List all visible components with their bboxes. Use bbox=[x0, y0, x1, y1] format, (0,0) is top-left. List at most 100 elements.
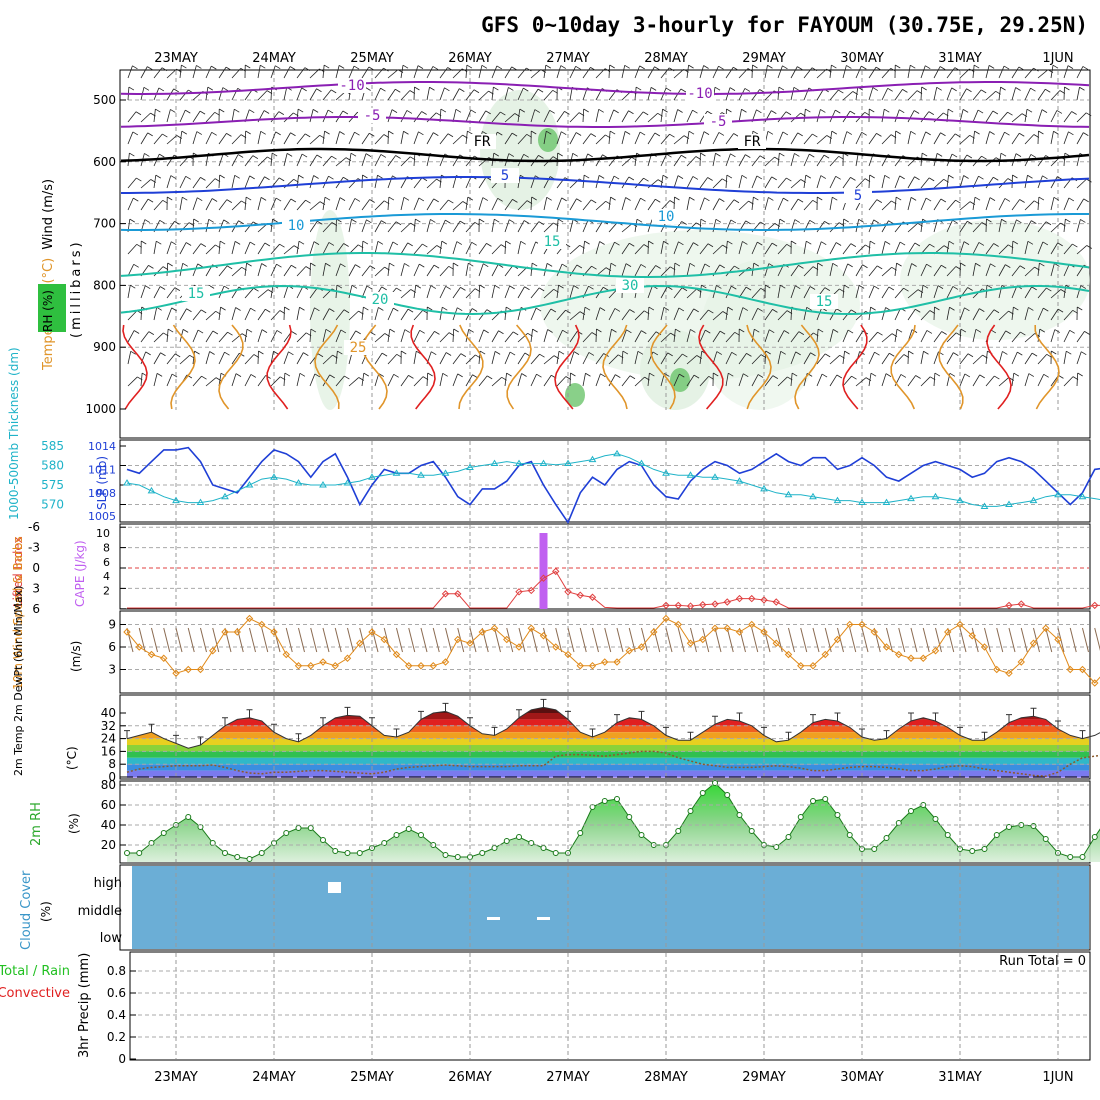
wind-barb-staff bbox=[387, 88, 396, 101]
wind-barb-flag bbox=[445, 352, 452, 356]
wind-barb-staff bbox=[257, 375, 266, 387]
wind-barb-staff bbox=[803, 286, 811, 299]
wind-barb-flag bbox=[380, 154, 387, 158]
temp-minmax-marker bbox=[1006, 714, 1012, 723]
wind-barb-flag bbox=[197, 263, 203, 268]
wind10-marker bbox=[209, 647, 217, 655]
wind-barb-staff bbox=[569, 66, 577, 79]
wind-barb-flag bbox=[355, 264, 361, 268]
wind-barb-flag bbox=[313, 175, 319, 179]
wind-barb-flag bbox=[1071, 111, 1077, 115]
wind-barb-staff bbox=[517, 373, 522, 387]
wind-barb-flag bbox=[596, 328, 602, 333]
wind-barb-staff bbox=[309, 175, 314, 189]
temp-band bbox=[127, 738, 1089, 745]
wind-barb-flag bbox=[497, 131, 503, 136]
wind10-marker bbox=[539, 632, 548, 640]
wind-barb-flag bbox=[132, 65, 138, 70]
wind10-barb bbox=[236, 627, 244, 653]
wind-barb-staff bbox=[387, 197, 390, 211]
wind-barb-flag bbox=[328, 242, 335, 246]
wind-barb-flag bbox=[427, 372, 433, 377]
wind-barb-flag bbox=[133, 330, 140, 334]
contour-label-bg bbox=[338, 78, 366, 93]
wind-barb-flag bbox=[182, 262, 188, 267]
temp-minmax-marker bbox=[393, 728, 400, 737]
wind-barb-flag bbox=[1031, 286, 1037, 291]
wind-barb-flag bbox=[850, 243, 857, 247]
wind-barb-flag bbox=[457, 307, 463, 312]
wind-barb-staff bbox=[348, 153, 352, 167]
wind-barb-staff bbox=[985, 110, 994, 123]
wind-barb-flag bbox=[1057, 308, 1064, 313]
wind-barb-flag bbox=[1005, 264, 1011, 268]
wind-barb-flag bbox=[211, 131, 217, 136]
wind-barb-flag bbox=[888, 220, 894, 225]
wind-barb-staff bbox=[361, 199, 370, 211]
wind-barb-flag bbox=[921, 152, 928, 157]
wind10-marker bbox=[907, 654, 915, 662]
date-label-top: 26MAY bbox=[448, 51, 492, 66]
wind-barb-staff bbox=[751, 329, 755, 343]
wind-barb-flag bbox=[974, 130, 980, 135]
wind-barb-flag bbox=[534, 109, 541, 113]
wind-barb-flag bbox=[278, 177, 285, 182]
temp-minmax-marker bbox=[516, 709, 522, 718]
wind-barb-staff bbox=[166, 373, 173, 387]
wind-barb-flag bbox=[701, 284, 707, 289]
li-marker bbox=[527, 586, 535, 595]
wind10-marker bbox=[919, 654, 927, 662]
wind-barb-staff bbox=[283, 245, 295, 255]
wind-barb-staff bbox=[1024, 286, 1033, 299]
wind-barb-flag bbox=[330, 89, 337, 94]
wind-barb-flag bbox=[498, 330, 504, 335]
wind10-marker bbox=[588, 662, 597, 670]
wind-barb-flag bbox=[497, 197, 503, 202]
wind-barb-staff bbox=[1050, 65, 1054, 79]
wind-barb-flag bbox=[1026, 108, 1033, 113]
li-marker bbox=[539, 574, 548, 582]
wind-barb-flag bbox=[963, 175, 969, 179]
wind-barb-staff bbox=[244, 263, 247, 277]
wind10-barb bbox=[959, 627, 967, 653]
wind-barb-flag bbox=[718, 65, 724, 70]
wind-barb-flag bbox=[200, 309, 207, 314]
wind-barb-staff bbox=[933, 373, 936, 387]
wind-barb-staff bbox=[751, 89, 760, 101]
wind-barb-staff bbox=[751, 241, 758, 255]
wind-barb-staff bbox=[543, 65, 547, 79]
wind-barb-flag bbox=[558, 350, 565, 355]
wind-barb-staff bbox=[686, 110, 693, 123]
wind-barb-flag bbox=[508, 87, 514, 91]
temp-tick: 0 bbox=[108, 770, 116, 784]
wind-barb-staff bbox=[634, 111, 644, 123]
wind-barb-staff bbox=[127, 244, 137, 255]
wind-barb-flag bbox=[545, 64, 552, 69]
date-label-bottom: 31MAY bbox=[938, 1070, 982, 1085]
wind-barb-flag bbox=[1058, 375, 1064, 379]
wind-barb-staff bbox=[1011, 373, 1015, 387]
wind-barb-staff bbox=[1024, 241, 1029, 255]
wind-barb-flag bbox=[654, 132, 661, 137]
wind-barb-flag bbox=[328, 175, 334, 180]
wind-barb-staff bbox=[608, 64, 611, 79]
wind-barb-flag bbox=[1028, 373, 1035, 377]
wind-barb-flag bbox=[486, 375, 493, 380]
wind-barb-flag bbox=[719, 198, 725, 202]
wind-barb-flag bbox=[847, 329, 854, 334]
wind10-marker bbox=[858, 620, 866, 629]
wind-barb-staff bbox=[790, 132, 799, 145]
wind-barb-staff bbox=[777, 244, 787, 255]
wind-barb-flag bbox=[278, 111, 285, 115]
wind-barb-staff bbox=[387, 109, 393, 123]
wind-barb-flag bbox=[1000, 86, 1006, 91]
wind-barb-staff bbox=[608, 109, 615, 123]
contour-warm-column bbox=[122, 324, 148, 410]
wind-barb-staff bbox=[946, 87, 953, 101]
wind-barb-staff bbox=[218, 174, 221, 189]
temp-minmax-marker bbox=[957, 726, 963, 736]
wind-barb-flag bbox=[291, 264, 297, 269]
wind-barb-staff bbox=[686, 242, 694, 255]
wind-barb-flag bbox=[729, 87, 736, 91]
rh-marker bbox=[160, 830, 167, 836]
